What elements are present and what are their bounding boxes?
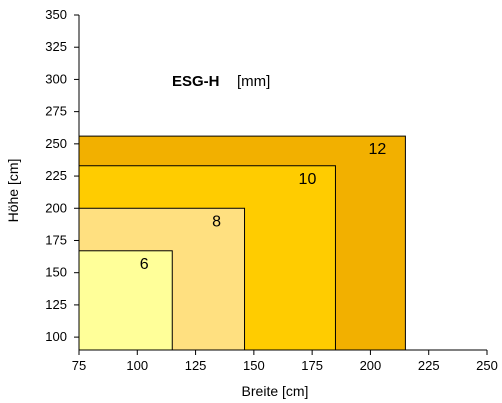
x-tick-label-75: 75 — [72, 358, 86, 373]
y-tick-label-275: 275 — [45, 104, 67, 119]
x-tick-label-200: 200 — [360, 358, 382, 373]
axes — [78, 15, 487, 351]
chart-title-bold: ESG-H — [172, 73, 220, 90]
chart-title-unit: [mm] — [237, 73, 270, 90]
y-tick-label-100: 100 — [45, 329, 67, 344]
y-tick-label-175: 175 — [45, 232, 67, 247]
y-tick-label-325: 325 — [45, 39, 67, 54]
rect-label-10: 10 — [299, 171, 317, 188]
rect-label-12: 12 — [369, 141, 387, 158]
x-tick-label-250: 250 — [476, 358, 498, 373]
y-axis-title: Höhe [cm] — [5, 159, 21, 223]
y-tick-label-350: 350 — [45, 7, 67, 22]
rect-label-6: 6 — [140, 256, 149, 273]
x-axis-title: Breite [cm] — [242, 383, 309, 399]
y-tick-label-250: 250 — [45, 136, 67, 151]
area-rects: 12 10 8 6 — [78, 135, 406, 351]
y-tick-label-125: 125 — [45, 297, 67, 312]
x-tick-label-100: 100 — [126, 358, 148, 373]
rect-label-8: 8 — [212, 213, 221, 230]
y-tick-label-200: 200 — [45, 200, 67, 215]
y-tick-label-225: 225 — [45, 168, 67, 183]
y-tick-label-300: 300 — [45, 71, 67, 86]
x-tick-label-150: 150 — [243, 358, 265, 373]
x-tick-label-125: 125 — [185, 358, 207, 373]
x-tick-label-175: 175 — [301, 358, 323, 373]
y-tick-label-150: 150 — [45, 265, 67, 280]
x-tick-label-225: 225 — [418, 358, 440, 373]
area-rect-6 — [78, 250, 173, 351]
ticks: 75 100 125 150 175 200 225 250 100 125 150 175 200 22… — [45, 7, 498, 373]
